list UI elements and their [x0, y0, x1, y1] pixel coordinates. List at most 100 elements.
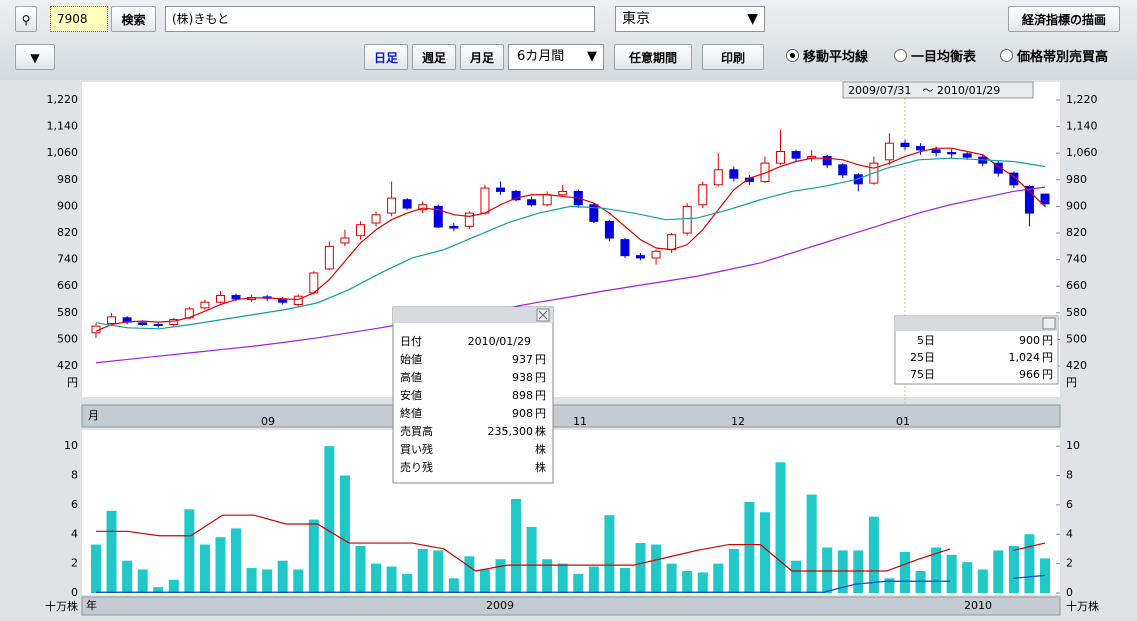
- tooltip-label: 日付: [400, 335, 422, 348]
- y-tick-label: 580: [57, 306, 78, 319]
- volume-bar: [604, 515, 615, 593]
- volume-bar: [713, 563, 724, 593]
- volume-bar: [651, 544, 662, 593]
- tooltip-label: 高値: [400, 370, 422, 384]
- legend-unit: 円: [1042, 351, 1053, 364]
- range: 6カ月間: [517, 49, 565, 64]
- legend-value: 1,024: [1009, 351, 1041, 364]
- y-tick-label: 900: [57, 199, 78, 212]
- tooltip-label: 終値: [400, 406, 422, 420]
- candle: [495, 187, 505, 192]
- volume-bar: [573, 573, 584, 593]
- candle: [682, 205, 692, 234]
- candle: [589, 204, 599, 222]
- tooltip-unit: 株: [535, 442, 546, 456]
- candle: [791, 151, 801, 159]
- candle: [153, 323, 163, 326]
- tooltip-unit: 円: [535, 389, 546, 402]
- dropdown-arrow: ▼: [587, 49, 597, 64]
- candle: [838, 164, 848, 176]
- y-tick-label: 1,140: [1066, 120, 1098, 133]
- volume-bar: [464, 556, 475, 593]
- volume-bar: [1008, 546, 1019, 593]
- tooltip-header: [393, 307, 553, 323]
- y-tick-label: 980: [1066, 173, 1087, 186]
- month-label: 月: [88, 409, 99, 422]
- radio[interactable]: 価格帯別売買高: [1000, 46, 1108, 65]
- period-button[interactable]: 日足: [364, 44, 408, 70]
- y-tick-label: 0: [1066, 586, 1073, 599]
- candle: [713, 169, 723, 186]
- y-tick-label: 820: [57, 226, 78, 239]
- code-input[interactable]: 7908: [50, 6, 108, 32]
- range-select[interactable]: 6カ月間 ▼: [508, 44, 604, 70]
- tooltip-value: 235,300: [488, 425, 534, 438]
- volume-bar: [744, 501, 755, 593]
- volume-bar: [339, 475, 350, 593]
- volume-unit: 十万株: [1066, 599, 1099, 613]
- candle: [822, 156, 832, 166]
- volume-bar: [728, 548, 739, 593]
- tooltip-value: 938: [512, 371, 533, 384]
- y-tick-label: 4: [1066, 527, 1073, 540]
- y-tick-label: 740: [57, 253, 78, 266]
- radio-label: 価格帯別売買高: [1017, 50, 1109, 65]
- y-tick-label: 500: [57, 332, 78, 345]
- ma-line: [95, 186, 1046, 364]
- radio[interactable]: 一目均衡表: [894, 46, 976, 65]
- candle: [480, 187, 490, 214]
- volume-bar: [868, 516, 879, 593]
- volume-bar: [666, 563, 677, 593]
- price-unit: 円: [1066, 376, 1077, 389]
- volume-bar: [635, 543, 646, 593]
- y-tick-label: 8: [1066, 469, 1073, 482]
- y-tick-label: 2: [1066, 557, 1073, 570]
- year-strip: [81, 596, 1061, 616]
- candle: [1009, 172, 1019, 186]
- tooltip-unit: 株: [535, 424, 546, 438]
- ma-line: [95, 147, 1046, 332]
- print-button[interactable]: 印刷: [702, 44, 764, 70]
- y-tick-label: 1,220: [1066, 93, 1098, 106]
- volume-bar: [308, 519, 319, 593]
- dropdown-arrow: ▼: [747, 11, 758, 27]
- menu-button[interactable]: ▼: [15, 44, 55, 70]
- name-input[interactable]: (株)きもと: [165, 6, 595, 32]
- candle: [355, 224, 365, 237]
- candle: [402, 199, 412, 209]
- year-label: 年: [86, 598, 97, 612]
- candle: [698, 184, 708, 206]
- candle: [449, 225, 459, 229]
- tooltip-value: 898: [512, 389, 533, 402]
- y-tick-label: 420: [1066, 359, 1087, 372]
- candle: [371, 214, 381, 224]
- y-tick-label: 420: [57, 359, 78, 372]
- legend-name: 5日: [917, 334, 935, 347]
- y-tick-label: 500: [1066, 332, 1087, 345]
- search-icon[interactable]: ⚲: [15, 6, 37, 32]
- custom-button[interactable]: 任意期間: [614, 44, 692, 70]
- minimize-button[interactable]: [1042, 317, 1056, 330]
- y-tick-label: 660: [1066, 279, 1087, 292]
- volume-bar: [448, 578, 459, 593]
- volume-bar: [386, 566, 397, 593]
- period-button[interactable]: 週足: [412, 44, 456, 70]
- volume-bar: [775, 462, 786, 593]
- volume-bar: [853, 550, 864, 593]
- market-select[interactable]: 東京 ▼: [615, 6, 765, 32]
- volume-bar: [168, 579, 179, 593]
- y-tick-label: 1,220: [47, 93, 79, 106]
- candle: [200, 301, 210, 309]
- period-button[interactable]: 月足: [460, 44, 504, 70]
- radio[interactable]: 移動平均線: [786, 46, 868, 65]
- volume-bar: [526, 526, 537, 593]
- volume-bar: [977, 569, 988, 593]
- y-tick-label: 6: [1066, 498, 1073, 511]
- candle: [931, 149, 941, 154]
- indicator-button[interactable]: 経済指標の描画: [1008, 6, 1120, 32]
- search-button[interactable]: 検索: [111, 6, 156, 32]
- candle: [604, 220, 614, 239]
